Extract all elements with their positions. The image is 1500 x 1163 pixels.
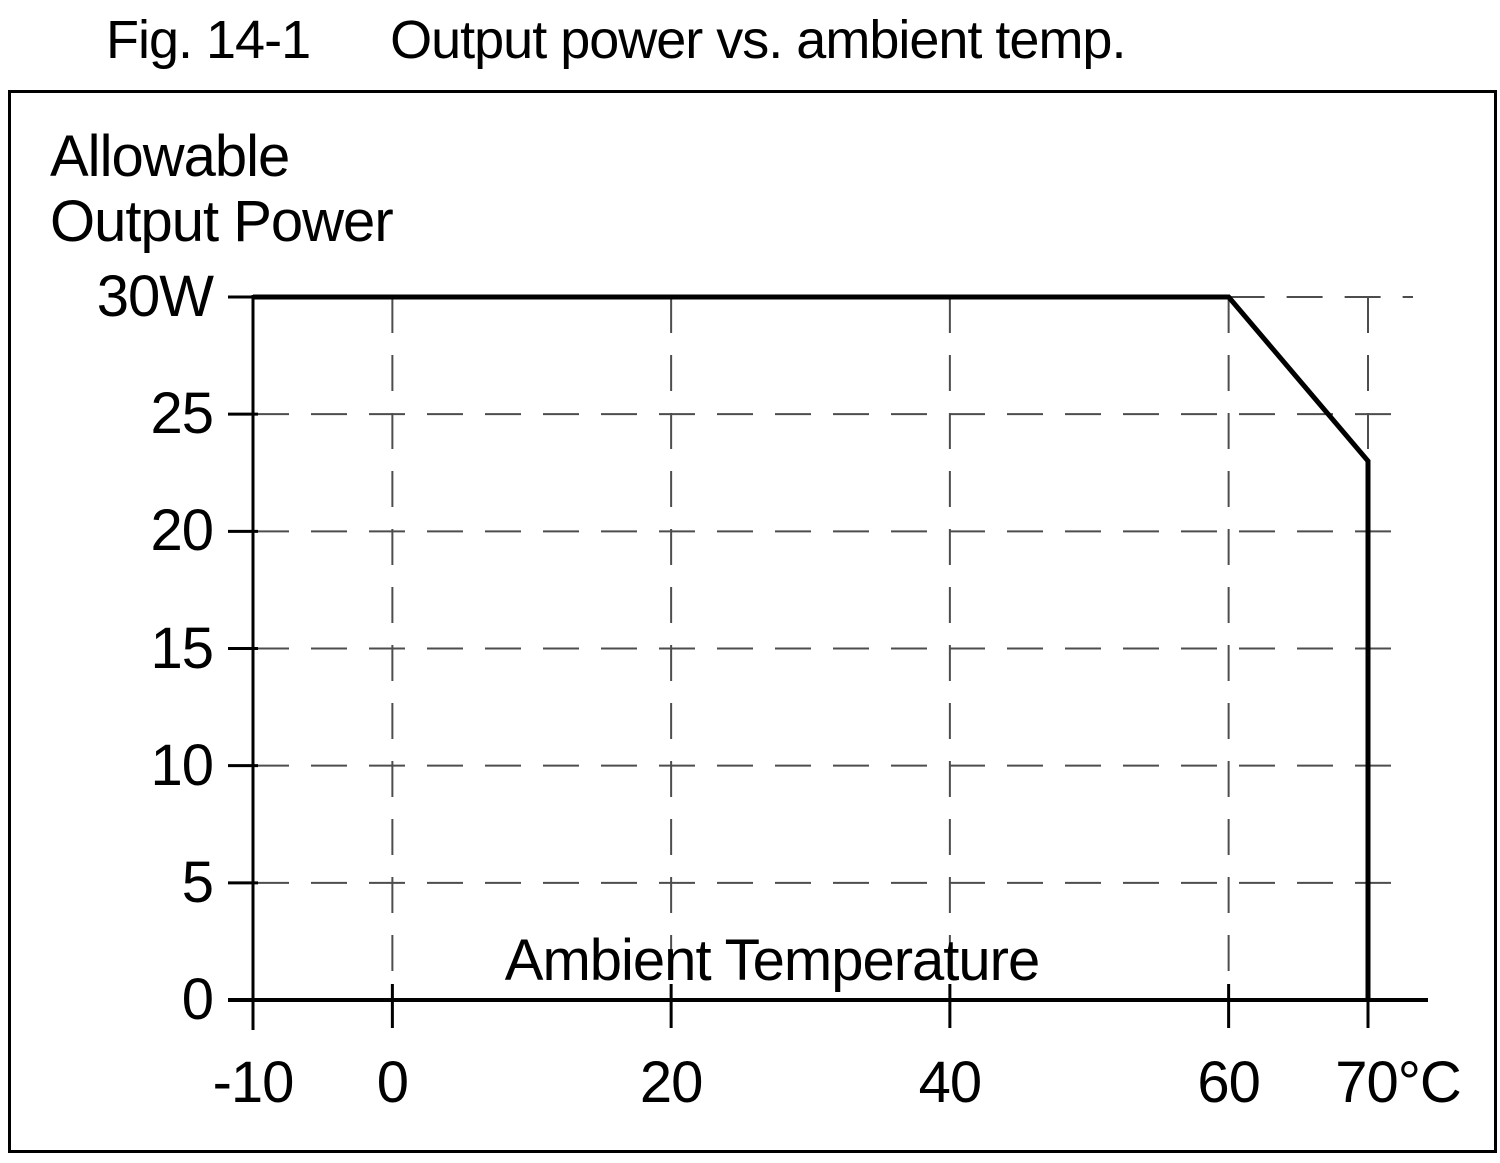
x-tick-label-60: 60 — [1197, 1050, 1261, 1115]
y-tick-label-25: 25 — [150, 381, 214, 447]
y-axis-label-line2: Output Power — [50, 189, 394, 254]
y-tick-label-30: 30W — [96, 264, 214, 329]
x-tick-label-20: 20 — [639, 1050, 704, 1115]
y-axis-label: Allowable Output Power — [50, 124, 394, 254]
y-tick-label-5: 5 — [181, 849, 214, 915]
y-axis-label-line1: Allowable — [50, 124, 290, 189]
y-tick-label-10: 10 — [150, 732, 214, 798]
x-tick-label-40: 40 — [918, 1050, 983, 1115]
x-axis-label: Ambient Temperature — [504, 928, 1040, 993]
x-tick-label-0: 0 — [376, 1050, 409, 1115]
figure-title: Fig. 14-1 Output power vs. ambient temp. — [106, 8, 1126, 72]
y-tick-label-15: 15 — [150, 615, 214, 681]
y-tick-label-20: 20 — [150, 498, 214, 564]
figure-number: Fig. 14-1 — [106, 10, 311, 70]
figure-caption: Output power vs. ambient temp. — [390, 10, 1126, 70]
x-tick-label--10: -10 — [212, 1050, 295, 1115]
y-tick-label-0: 0 — [181, 967, 214, 1032]
x-tick-label-70: 70°C — [1335, 1050, 1462, 1115]
